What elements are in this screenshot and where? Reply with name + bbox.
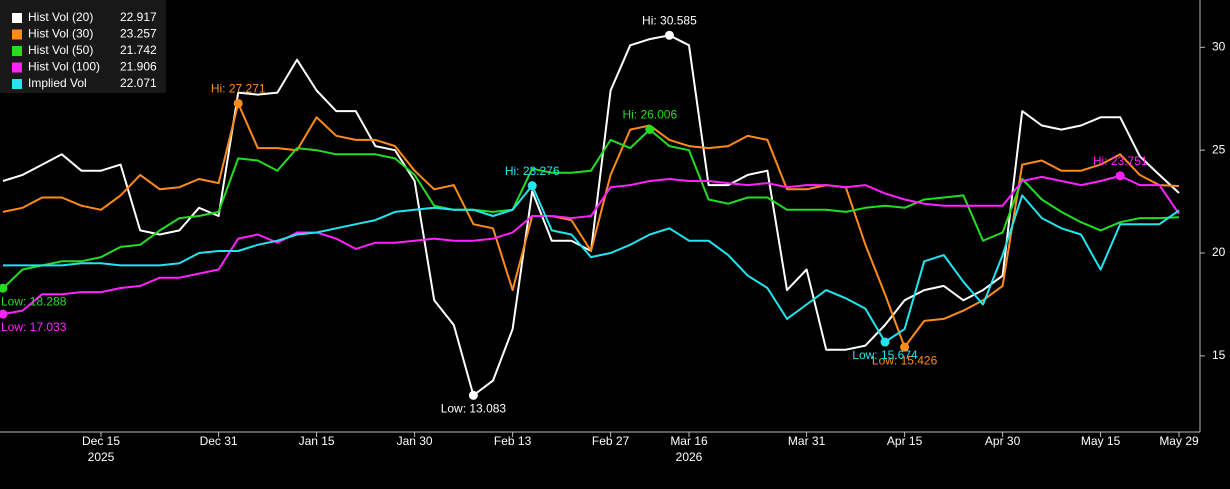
legend-value: 22.917 bbox=[120, 10, 157, 24]
legend-value: 23.257 bbox=[120, 27, 157, 41]
legend-swatch bbox=[12, 79, 22, 89]
extreme-label: Hi: 27.271 bbox=[211, 82, 266, 96]
extreme-label: Low: 18.288 bbox=[1, 294, 67, 308]
legend-box bbox=[0, 0, 166, 93]
series-line bbox=[2, 128, 1180, 289]
x-tick-label: Feb 13 bbox=[494, 434, 532, 448]
legend-label: Hist Vol (30) bbox=[28, 27, 93, 41]
x-tick-label: Apr 15 bbox=[887, 434, 923, 448]
x-tick-label: Apr 30 bbox=[985, 434, 1021, 448]
y-tick-label: 25 bbox=[1212, 142, 1226, 156]
legend-swatch bbox=[12, 62, 22, 73]
extreme-marker bbox=[1115, 171, 1125, 181]
extreme-label: Low: 17.033 bbox=[1, 320, 67, 334]
legend-swatch bbox=[12, 29, 22, 40]
extreme-label: Low: 15.674 bbox=[852, 348, 918, 362]
legend-label: Hist Vol (50) bbox=[28, 43, 93, 57]
y-tick-label: 30 bbox=[1212, 39, 1226, 53]
x-tick-label: Jan 30 bbox=[397, 434, 433, 448]
extreme-label: Hi: 26.006 bbox=[622, 108, 677, 122]
series-line bbox=[2, 102, 1180, 349]
y-tick-label: 15 bbox=[1212, 348, 1226, 362]
extreme-marker bbox=[900, 342, 910, 352]
series-line bbox=[3, 184, 1180, 343]
extreme-label: Low: 13.083 bbox=[441, 401, 507, 415]
extreme-label: Low: 15.426 bbox=[872, 353, 938, 367]
x-tick-label: Feb 27 bbox=[592, 434, 630, 448]
x-tick-label: Jan 15 bbox=[299, 434, 335, 448]
legend: Hist Vol (20) 22.917 Hist Vol (30) 23.257 Hi… bbox=[0, 0, 166, 93]
legend-value: 21.742 bbox=[120, 43, 157, 57]
extreme-marker bbox=[0, 309, 8, 319]
legend-swatch bbox=[12, 13, 22, 23]
year-label: 2026 bbox=[676, 450, 703, 464]
legend-value: 22.071 bbox=[120, 76, 157, 90]
legend-label: Hist Vol (20) bbox=[28, 10, 93, 24]
legend-label: Hist Vol (100) bbox=[28, 60, 100, 74]
extreme-marker bbox=[233, 98, 243, 108]
extreme-label: Hi: 23.751 bbox=[1093, 154, 1148, 168]
legend-swatch bbox=[12, 46, 22, 56]
x-tick-label: May 15 bbox=[1081, 434, 1121, 448]
x-tick-label: Mar 16 bbox=[670, 434, 708, 448]
x-tick-label: Dec 31 bbox=[200, 434, 238, 448]
x-tick-label: Mar 31 bbox=[788, 434, 826, 448]
legend-label: Implied Vol bbox=[28, 76, 87, 90]
extreme-marker bbox=[880, 337, 890, 347]
extreme-marker bbox=[0, 283, 8, 293]
extreme-label: Hi: 30.585 bbox=[642, 13, 697, 27]
extreme-marker bbox=[468, 390, 478, 400]
x-tick-label: Dec 15 bbox=[82, 434, 120, 448]
series-line bbox=[2, 174, 1180, 316]
extreme-marker bbox=[527, 181, 537, 191]
extreme-marker bbox=[664, 30, 674, 40]
y-tick-label: 20 bbox=[1212, 245, 1226, 259]
extreme-marker bbox=[645, 124, 655, 134]
legend-value: 21.906 bbox=[120, 60, 157, 74]
extreme-label: Hi: 23.276 bbox=[505, 164, 560, 178]
x-tick-label: May 29 bbox=[1159, 434, 1199, 448]
year-label: 2025 bbox=[88, 450, 115, 464]
